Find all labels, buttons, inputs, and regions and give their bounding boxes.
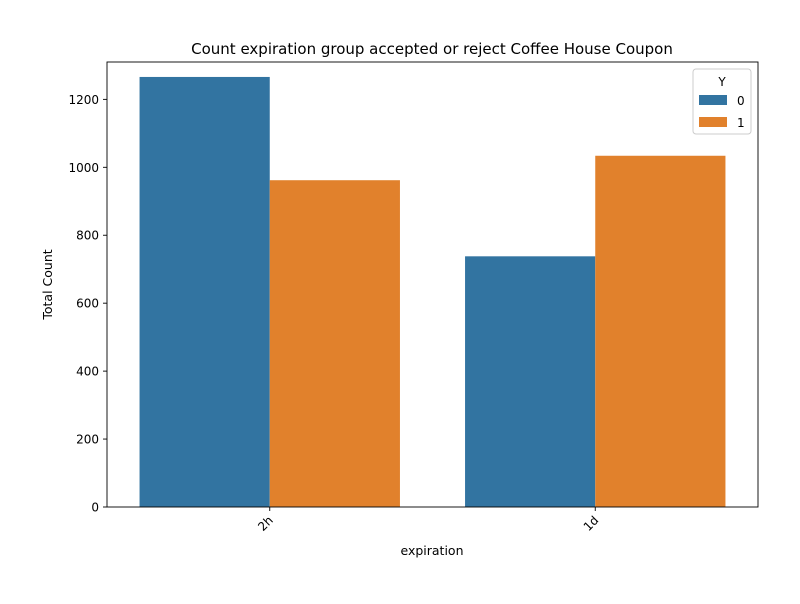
- bar-2h-series-0: [139, 76, 270, 507]
- legend-title: Y: [717, 75, 726, 89]
- legend-label-0: 0: [737, 94, 745, 108]
- legend-swatch-1: [699, 117, 727, 127]
- bar-1d-series-0: [465, 256, 596, 507]
- y-axis-label: Total Count: [40, 249, 55, 320]
- bar-2h-series-1: [269, 180, 400, 507]
- y-tick-label: 800: [76, 229, 99, 243]
- y-tick-label: 400: [76, 365, 99, 379]
- y-tick-label: 1000: [68, 161, 99, 175]
- chart-title: Count expiration group accepted or rejec…: [191, 40, 673, 58]
- y-tick-label: 200: [76, 433, 99, 447]
- bars-layer: [139, 76, 726, 507]
- y-tick-label: 600: [76, 297, 99, 311]
- bar-1d-series-1: [595, 155, 726, 507]
- y-tick-label: 0: [91, 501, 99, 515]
- legend-swatch-0: [699, 95, 727, 105]
- x-axis-label: expiration: [400, 543, 463, 558]
- plot-frame: [106, 61, 759, 508]
- legend: Y 0 1: [692, 68, 752, 135]
- y-axis: 0 200 400 600 800 1000 1200: [68, 93, 107, 515]
- y-tick-label: 1200: [68, 93, 99, 107]
- legend-label-1: 1: [737, 116, 745, 130]
